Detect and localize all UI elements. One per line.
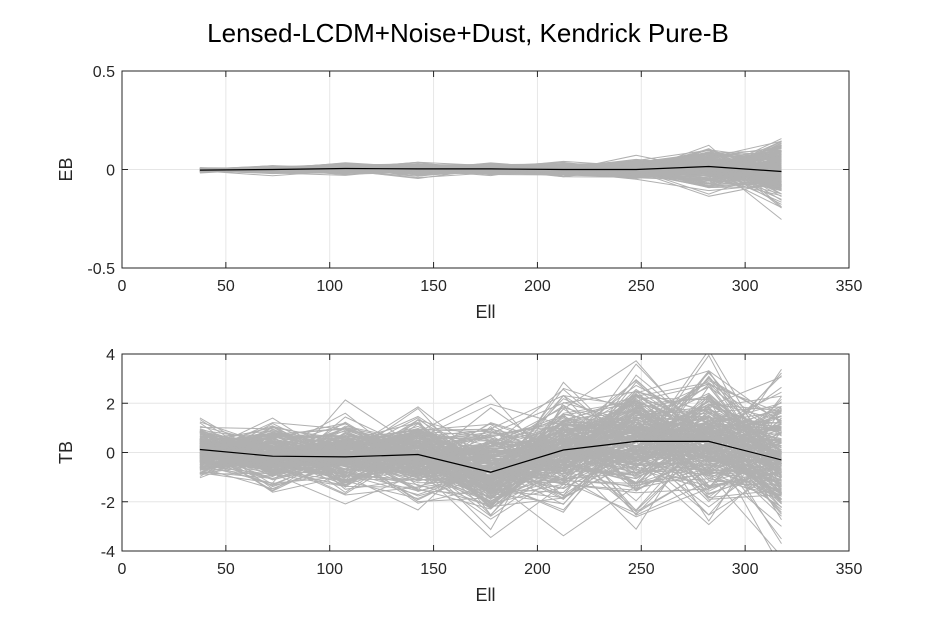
- realization-line: [199, 420, 782, 501]
- y-axis-label: TB: [56, 441, 76, 464]
- realization-line: [199, 415, 782, 504]
- x-tick-label: 150: [420, 561, 447, 578]
- y-tick-label: 0: [106, 446, 115, 463]
- realization-line: [199, 423, 782, 509]
- y-tick-label: -0.5: [87, 261, 115, 278]
- y-tick-label: 2: [106, 396, 115, 413]
- x-tick-label: 0: [118, 278, 127, 295]
- x-tick-label: 300: [732, 561, 759, 578]
- realization-line: [199, 376, 782, 489]
- x-tick-label: 250: [628, 561, 655, 578]
- y-axis-label: EB: [56, 157, 76, 181]
- tb-panel: 0 50 100 150 200 250 300 350 -4 -2 0 2 4 Ell TB: [56, 347, 862, 605]
- x-tick-label: 200: [524, 561, 551, 578]
- realization-line: [199, 417, 782, 504]
- mean-line: [199, 165, 782, 173]
- x-tick-label: 100: [316, 278, 343, 295]
- x-tick-label: 250: [628, 278, 655, 295]
- realization-line: [199, 407, 782, 467]
- realization-line: [199, 405, 782, 497]
- x-axis-label: Ell: [475, 302, 495, 322]
- realization-line: [199, 403, 782, 473]
- realization-line: [199, 390, 782, 520]
- realization-line: [199, 417, 782, 506]
- y-tick-label: 0: [106, 163, 115, 180]
- x-tick-label: 350: [836, 561, 863, 578]
- mean-line: [199, 440, 782, 473]
- realization-line: [199, 396, 782, 490]
- y-tick-label: 0.5: [93, 64, 115, 81]
- realization-line: [199, 436, 782, 492]
- x-tick-label: 150: [420, 278, 447, 295]
- realization-line: [199, 151, 782, 179]
- realization-line: [199, 369, 782, 510]
- realizations: [199, 354, 782, 551]
- x-tick-label: 350: [836, 278, 863, 295]
- y-tick-label: -4: [101, 544, 115, 561]
- realization-line: [199, 144, 782, 173]
- realization-line: [199, 426, 782, 473]
- realization-line: [199, 422, 782, 499]
- x-tick-label: 100: [316, 561, 343, 578]
- x-axis-label: Ell: [475, 585, 495, 605]
- x-tick-label: 300: [732, 278, 759, 295]
- x-tick-label: 200: [524, 278, 551, 295]
- realization-line: [199, 422, 782, 499]
- y-tick-label: 4: [106, 347, 115, 364]
- x-tick-label: 0: [118, 561, 127, 578]
- y-tick-label: -2: [101, 495, 115, 512]
- chart-title: Lensed-LCDM+Noise+Dust, Kendrick Pure-B: [207, 18, 729, 48]
- x-tick-label: 50: [217, 278, 235, 295]
- x-tick-label: 50: [217, 561, 235, 578]
- realization-line: [199, 435, 782, 508]
- realization-line: [199, 418, 782, 468]
